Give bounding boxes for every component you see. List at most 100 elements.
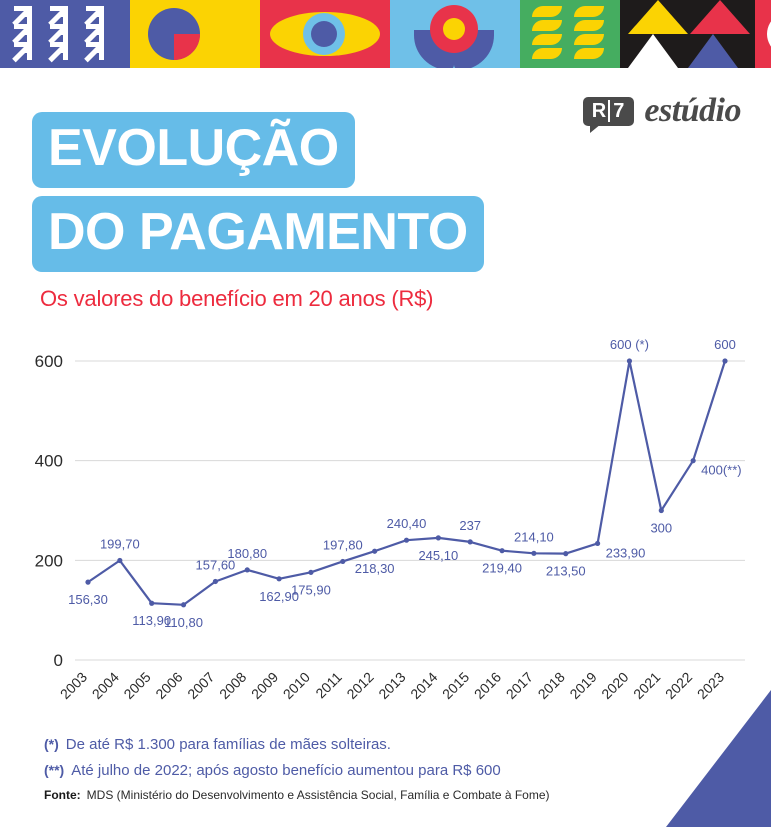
chart-data-points: [85, 358, 728, 608]
x-axis-tick-label: 2006: [152, 669, 185, 702]
x-axis-tick-label: 2007: [184, 669, 217, 702]
x-axis-tick-label: 2015: [439, 669, 472, 702]
x-axis-tick-label: 2009: [248, 669, 281, 702]
r7-badge-7: 7: [608, 99, 626, 122]
x-axis-tick-label: 2005: [120, 669, 153, 702]
x-axis-tick-label: 2008: [216, 669, 249, 702]
data-point: [403, 537, 410, 543]
title-line-1: EVOLUÇÃO: [32, 112, 355, 188]
data-point: [658, 507, 664, 514]
chart-y-axis-labels: 0 200 400 600: [35, 352, 63, 670]
data-point: [180, 602, 187, 608]
footnote-marker: (*): [44, 736, 59, 752]
data-point-label: 214,10: [514, 529, 554, 544]
data-point-label: 218,30: [355, 561, 395, 576]
x-axis-tick-label: 2003: [57, 669, 90, 702]
y-axis-tick-label: 600: [35, 352, 63, 371]
r7-badge-r: R: [591, 99, 608, 122]
decorative-header-strip: [0, 0, 771, 68]
x-axis-tick-label: 2013: [375, 669, 408, 702]
x-axis-tick-label: 2017: [503, 669, 536, 702]
data-point-label: 110,80: [164, 615, 203, 630]
logo-wordmark: estúdio: [644, 92, 741, 129]
chart-series-line: [87, 359, 727, 606]
data-point: [372, 548, 378, 554]
data-point-label: 180,80: [227, 546, 267, 561]
deco-tile-egg: [755, 0, 771, 68]
data-point-label: 156,30: [68, 592, 108, 607]
x-axis-tick-label: 2012: [343, 669, 376, 702]
data-point-label: 300: [650, 521, 672, 536]
data-point-label: 157,60: [196, 557, 236, 572]
data-point: [212, 578, 218, 585]
data-point-label: 600: [714, 337, 736, 352]
data-point-label: 197,80: [323, 537, 363, 552]
deco-tile-flower: [390, 0, 520, 68]
data-point-label: 113,90: [132, 613, 171, 628]
source-text: MDS (Ministério do Desenvolvimento e Ass…: [86, 788, 550, 802]
footnote-text: Até julho de 2022; após agosto benefício…: [71, 762, 501, 779]
corner-decoration-triangle: [666, 690, 771, 827]
deco-tile-triangles: [620, 0, 755, 68]
x-axis-tick-label: 2018: [535, 669, 568, 702]
x-axis-tick-label: 2004: [89, 669, 122, 702]
deco-tile-eye: [260, 0, 390, 68]
page-subtitle: Os valores do benefício em 20 anos (R$): [40, 286, 434, 311]
data-point: [499, 548, 505, 554]
footnote-marker: (**): [44, 762, 65, 778]
footnote-row: (*) De até R$ 1.300 para famílias de mãe…: [44, 736, 704, 753]
data-point-label: 245,10: [418, 548, 458, 563]
data-point: [340, 558, 346, 565]
data-point-label: 213,50: [546, 564, 586, 579]
title-line-2: DO PAGAMENTO: [32, 196, 484, 272]
deco-tile-arrows: [0, 0, 130, 68]
data-point-label: 237: [459, 518, 481, 533]
data-point: [308, 569, 314, 575]
footnotes-block: (*) De até R$ 1.300 para famílias de mãe…: [44, 736, 704, 802]
x-axis-tick-label: 2019: [566, 669, 599, 702]
data-point: [595, 540, 601, 547]
footnote-text: De até R$ 1.300 para famílias de mães so…: [65, 736, 391, 753]
x-axis-tick-label: 2014: [407, 669, 440, 702]
data-point-label: 219,40: [482, 561, 522, 576]
data-point: [722, 358, 728, 364]
data-point: [467, 539, 473, 545]
data-point: [117, 557, 123, 564]
page-title: EVOLUÇÃO DO PAGAMENTO: [32, 112, 484, 272]
x-axis-tick-label: 2010: [280, 669, 313, 702]
data-point: [626, 358, 633, 364]
data-point-label: 600 (*): [610, 337, 649, 352]
deco-tile-pie-chart: [130, 0, 260, 68]
y-axis-tick-label: 400: [35, 452, 63, 471]
data-point-label: 400(**): [701, 463, 741, 478]
y-axis-tick-label: 200: [35, 551, 63, 570]
data-point-label: 162,90: [259, 589, 299, 604]
data-point: [276, 576, 282, 582]
data-point: [85, 579, 91, 585]
data-point: [435, 535, 441, 541]
y-axis-tick-label: 0: [54, 651, 63, 670]
x-axis-tick-label: 2011: [312, 669, 345, 702]
source-label: Fonte:: [44, 788, 81, 802]
data-point: [531, 550, 537, 556]
data-point-label: 233,90: [606, 545, 646, 560]
deco-tile-wheat: [520, 0, 620, 68]
data-point: [149, 600, 155, 606]
data-point-label: 175,90: [291, 582, 331, 597]
x-axis-tick-label: 2016: [471, 669, 504, 702]
x-axis-tick-label: 2020: [598, 669, 631, 702]
data-point-label: 240,40: [387, 516, 427, 531]
footnote-row: (**) Até julho de 2022; após agosto bene…: [44, 762, 704, 779]
data-point: [244, 567, 250, 573]
data-point: [563, 551, 569, 557]
source-row: Fonte: MDS (Ministério do Desenvolviment…: [44, 788, 704, 802]
x-axis-tick-label: 2021: [630, 669, 663, 702]
chart-gridlines: [75, 360, 745, 661]
data-point: [690, 458, 696, 464]
data-point-label: 199,70: [100, 536, 140, 551]
